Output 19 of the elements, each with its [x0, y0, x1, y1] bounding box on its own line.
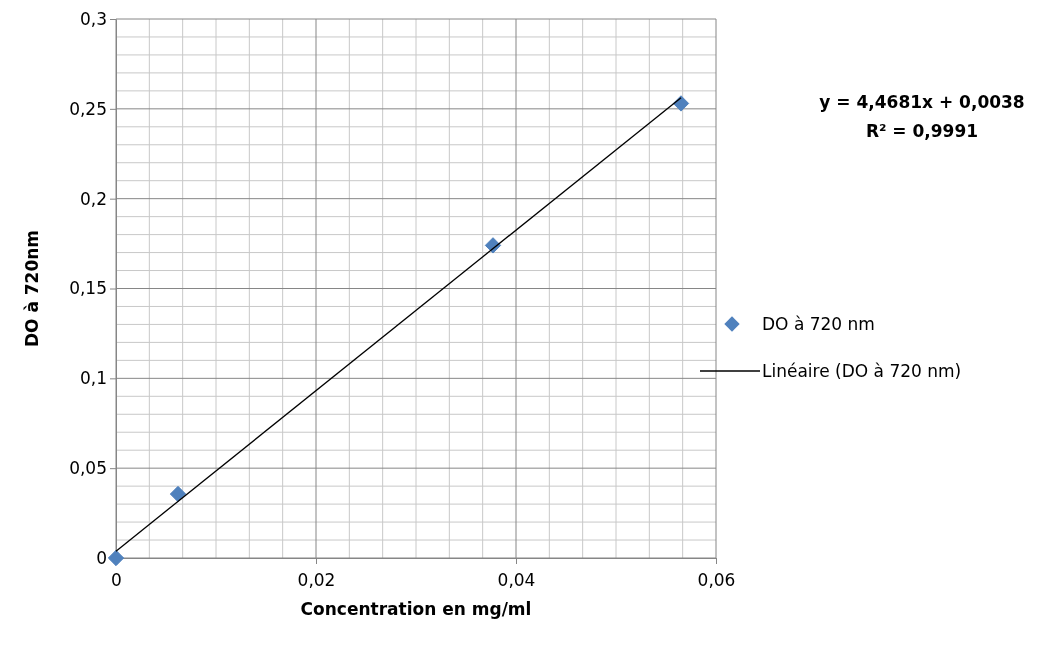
- legend-label: Linéaire (DO à 720 nm): [762, 361, 962, 381]
- x-tick-label: 0,04: [497, 569, 536, 590]
- x-axis-title: Concentration en mg/ml: [300, 599, 532, 619]
- point: [169, 485, 187, 503]
- legend-label: DO à 720 nm: [762, 314, 875, 334]
- text: R² = 0,9991: [865, 121, 979, 141]
- y-tick-label: 0: [96, 547, 107, 568]
- point: [107, 549, 125, 567]
- text: y = 4,4681x + 0,0038: [819, 92, 1025, 112]
- x-tick-label: 0,02: [297, 569, 336, 590]
- y-tick-label: 0,3: [79, 8, 107, 29]
- y-tick-label: 0,1: [79, 368, 107, 389]
- x-tick-label: 0,06: [697, 569, 736, 590]
- y-tick-label: 0,2: [79, 188, 107, 209]
- y-axis-title: DO à 720nm: [22, 229, 42, 348]
- y-tick-label: 0,05: [69, 458, 107, 479]
- y-tick-label: 0,15: [69, 278, 107, 299]
- y-tick-label: 0,25: [69, 98, 107, 119]
- x-tick-label: 0: [111, 569, 122, 590]
